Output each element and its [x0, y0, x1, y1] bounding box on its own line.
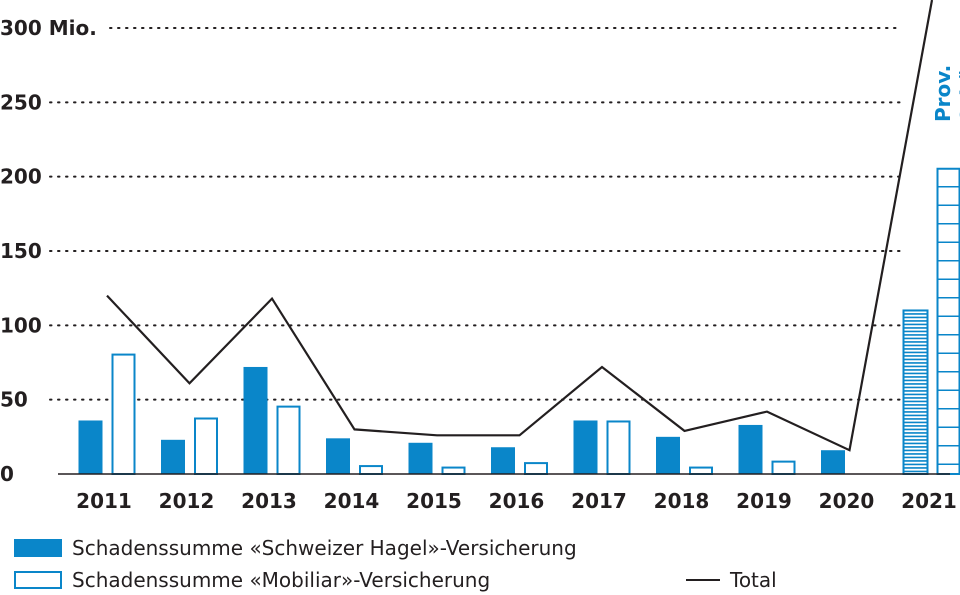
bar-mobiliar [606, 420, 631, 476]
line-total [106, 0, 934, 452]
annotation-text: Prov. [931, 65, 955, 122]
x-axis-ticks: 2011 2012 2013 2014 2015 2016 2017 2018 2019 2020… [76, 489, 957, 513]
bar-mobiliar [771, 460, 796, 475]
legend-label-mobiliar: Schadenssumme «Mobiliar»-Versicherung [72, 568, 491, 592]
x-tick-label: 2011 [76, 489, 132, 513]
total-line [58, 0, 950, 475]
bar-mobiliar [441, 466, 466, 476]
y-tick-label: 150 [0, 239, 42, 263]
x-tick-label: 2021 [901, 489, 957, 513]
x-tick-label: 2015 [406, 489, 462, 513]
bar-hagel [408, 442, 433, 474]
bar-hagel [738, 424, 763, 474]
legend-item-total: Total [686, 568, 777, 592]
bar-hagel [656, 436, 680, 474]
legend: Schadenssumme «Schweizer Hagel»-Versiche… [10, 534, 950, 594]
bar-hagel [821, 450, 845, 474]
x-tick-label: 2016 [489, 489, 545, 513]
bar-hagel [161, 439, 185, 474]
bar-mobiliar [276, 405, 301, 476]
bar-mobiliar [359, 465, 383, 475]
x-tick-label: 2017 [571, 489, 627, 513]
x-tick-label: 2013 [241, 489, 297, 513]
bars [78, 167, 960, 476]
legend-item-hagel: Schadenssumme «Schweizer Hagel»-Versiche… [14, 536, 577, 560]
x-tick-label: 2014 [324, 489, 380, 513]
bar-mobiliar [936, 167, 960, 475]
x-tick-label: 2018 [654, 489, 710, 513]
y-tick-label: 50 [0, 388, 28, 412]
legend-item-mobiliar: Schadenssumme «Mobiliar»-Versicherung [14, 568, 490, 592]
x-tick-label: 2019 [736, 489, 792, 513]
bar-mobiliar [111, 353, 136, 475]
legend-swatch-filled [14, 539, 62, 557]
x-tick-label: 2020 [819, 489, 875, 513]
legend-swatch-outline [14, 571, 62, 589]
grid-lines [49, 27, 901, 401]
bar-hagel [78, 420, 103, 474]
bar-hagel [491, 447, 515, 474]
annotation: Prov. Schätzung [931, 4, 960, 122]
bar-hagel [326, 438, 350, 474]
y-axis-ticks: 0 50 100 150 200 250 300 Mio. [0, 16, 97, 486]
x-tick-label: 2012 [159, 489, 215, 513]
legend-label-total: Total [730, 568, 777, 592]
bar-hagel [243, 366, 268, 474]
y-tick-label: 100 [0, 313, 42, 337]
y-tick-label: 300 Mio. [0, 16, 97, 40]
y-tick-label: 200 [0, 165, 42, 189]
bar-mobiliar [689, 466, 713, 476]
y-tick-label: 250 [0, 90, 42, 114]
bar-mobiliar [524, 462, 548, 475]
annotation-text: Schätzung [956, 4, 960, 122]
bar-mobiliar [194, 417, 218, 475]
bar-hagel [573, 420, 598, 474]
legend-label-hagel: Schadenssumme «Schweizer Hagel»-Versiche… [72, 536, 577, 560]
chart: 0 50 100 150 200 250 300 Mio. 2011 2012 2013 2014… [0, 0, 960, 513]
legend-swatch-line [686, 579, 720, 581]
y-tick-label: 0 [0, 462, 14, 486]
